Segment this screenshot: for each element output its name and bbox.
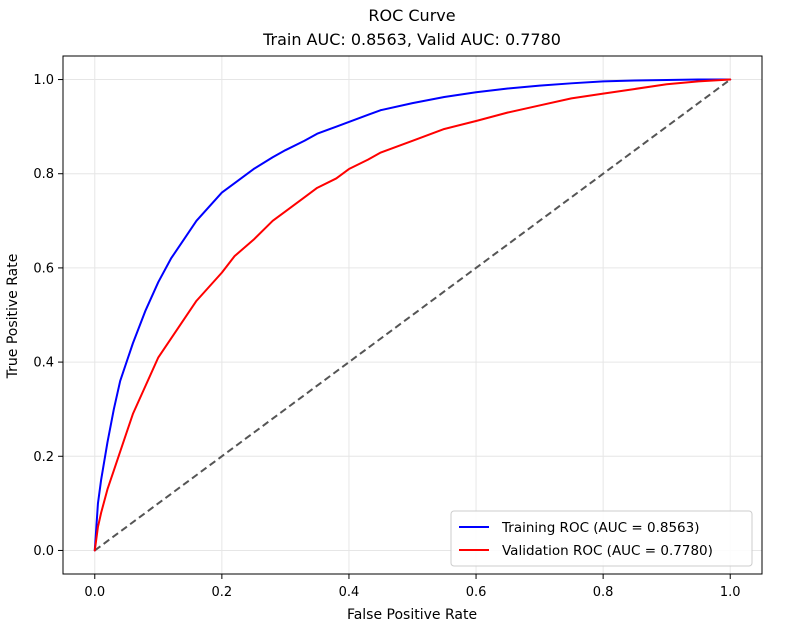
x-tick-label: 0.4 [339,585,360,600]
legend-label-validation: Validation ROC (AUC = 0.7780) [502,543,713,559]
y-axis-label: True Positive Rate [5,254,21,380]
y-tick-label: 0.4 [33,356,54,371]
tick-marks [58,79,731,579]
y-tick-label: 0.8 [33,167,54,182]
y-tick-label: 0.2 [33,450,54,465]
legend-label-training: Training ROC (AUC = 0.8563) [501,520,700,536]
grid-lines [63,56,762,574]
plot-area [58,55,763,579]
x-tick-label: 0.6 [466,585,487,600]
series-lines [93,78,732,552]
training-roc-line [93,78,732,552]
legend: Training ROC (AUC = 0.8563) Validation R… [450,510,753,567]
legend-box [450,510,753,567]
x-tick-label: 0.0 [84,585,105,600]
y-tick-labels: 0.0 0.2 0.4 0.6 0.8 1.0 [33,73,54,559]
x-tick-label: 0.8 [593,585,614,600]
y-tick-label: 0.0 [33,544,54,559]
x-tick-labels: 0.0 0.2 0.4 0.6 0.8 1.0 [84,585,740,600]
y-tick-label: 1.0 [33,73,54,88]
plot-frame [62,55,763,575]
x-tick-label: 1.0 [720,585,741,600]
chart-title: ROC Curve [368,6,455,25]
validation-roc-line [93,78,732,552]
chart-subtitle: Train AUC: 0.8563, Valid AUC: 0.7780 [262,30,561,49]
x-axis-label: False Positive Rate [347,607,477,623]
x-tick-label: 0.2 [212,585,233,600]
y-tick-label: 0.6 [33,261,54,276]
